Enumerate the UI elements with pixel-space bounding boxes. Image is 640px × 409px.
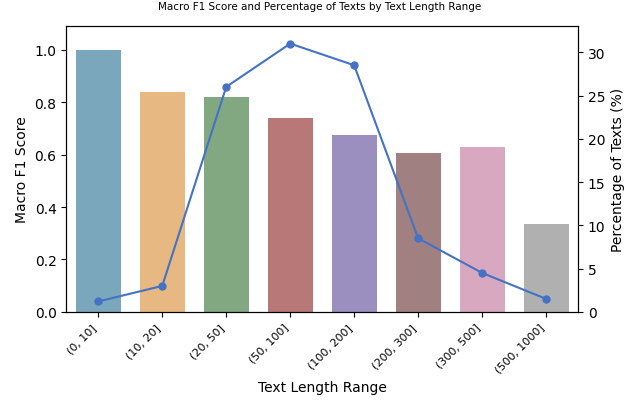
Bar	[268, 119, 312, 312]
Bar	[204, 98, 248, 312]
Bar	[76, 51, 121, 312]
Y-axis label: Macro F1 Score: Macro F1 Score	[15, 117, 29, 223]
Bar	[332, 136, 376, 312]
Bar	[396, 154, 440, 312]
Text: Macro F1 Score and Percentage of Texts by Text Length Range: Macro F1 Score and Percentage of Texts b…	[158, 2, 482, 12]
Y-axis label: Percentage of Texts (%): Percentage of Texts (%)	[611, 88, 625, 252]
Bar	[460, 148, 504, 312]
Bar	[140, 92, 184, 312]
X-axis label: Text Length Range: Text Length Range	[258, 380, 387, 394]
Bar	[524, 225, 568, 312]
